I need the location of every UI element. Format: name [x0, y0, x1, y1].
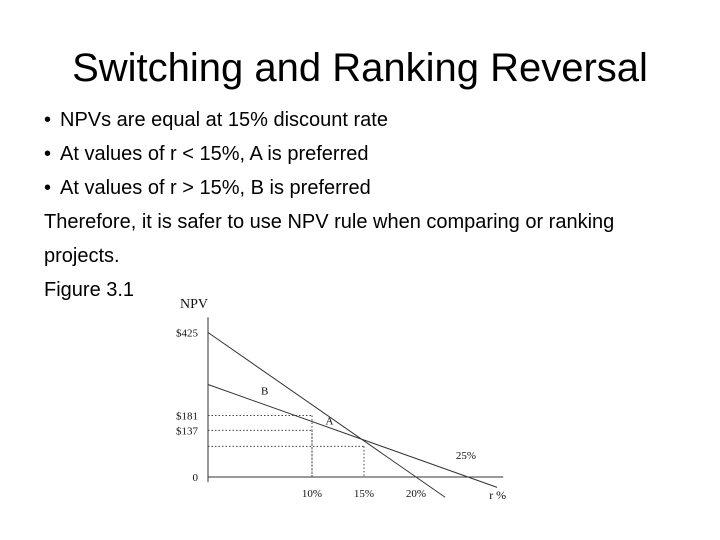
- npv-chart: NPV r % $425 $181 $137 0 A B 10% 15% 20% 25%: [176, 297, 506, 502]
- slide-body: • NPVs are equal at 15% discount rate • At…: [44, 103, 684, 307]
- bullet-marker: •: [44, 109, 52, 131]
- figure-label: Figure 3.1: [44, 279, 135, 301]
- bullet-item: • At values of r > 15%, B is preferred: [44, 171, 684, 205]
- y-tick-label: $137: [176, 425, 199, 437]
- y-axis-label: NPV: [180, 297, 208, 312]
- x-axis-label: r %: [489, 488, 506, 502]
- series-line-a: [207, 332, 446, 498]
- x-tick-label: 20%: [406, 488, 426, 500]
- bullet-marker: •: [44, 143, 52, 165]
- series-label-b: B: [261, 386, 268, 398]
- bullet-text: At values of r < 15%, A is preferred: [60, 143, 369, 165]
- y-tick-label: 0: [193, 472, 199, 484]
- bullet-marker: •: [44, 177, 52, 199]
- x-tick-label: 15%: [354, 488, 374, 500]
- bullet-item: • NPVs are equal at 15% discount rate: [44, 103, 684, 137]
- conclusion-text: Therefore, it is safer to use NPV rule w…: [44, 211, 615, 267]
- series-line-b: [207, 384, 498, 488]
- bullet-item: • At values of r < 15%, A is preferred: [44, 137, 684, 171]
- y-tick-label: $425: [176, 328, 199, 340]
- bullet-text: NPVs are equal at 15% discount rate: [60, 109, 388, 131]
- slide-title: Switching and Ranking Reversal: [72, 46, 648, 90]
- x-tick-label: 25%: [456, 450, 476, 462]
- bullet-text: At values of r > 15%, B is preferred: [60, 177, 371, 199]
- x-tick-label: 10%: [302, 488, 322, 500]
- series-label-a: A: [326, 415, 334, 427]
- y-tick-label: $181: [176, 410, 198, 422]
